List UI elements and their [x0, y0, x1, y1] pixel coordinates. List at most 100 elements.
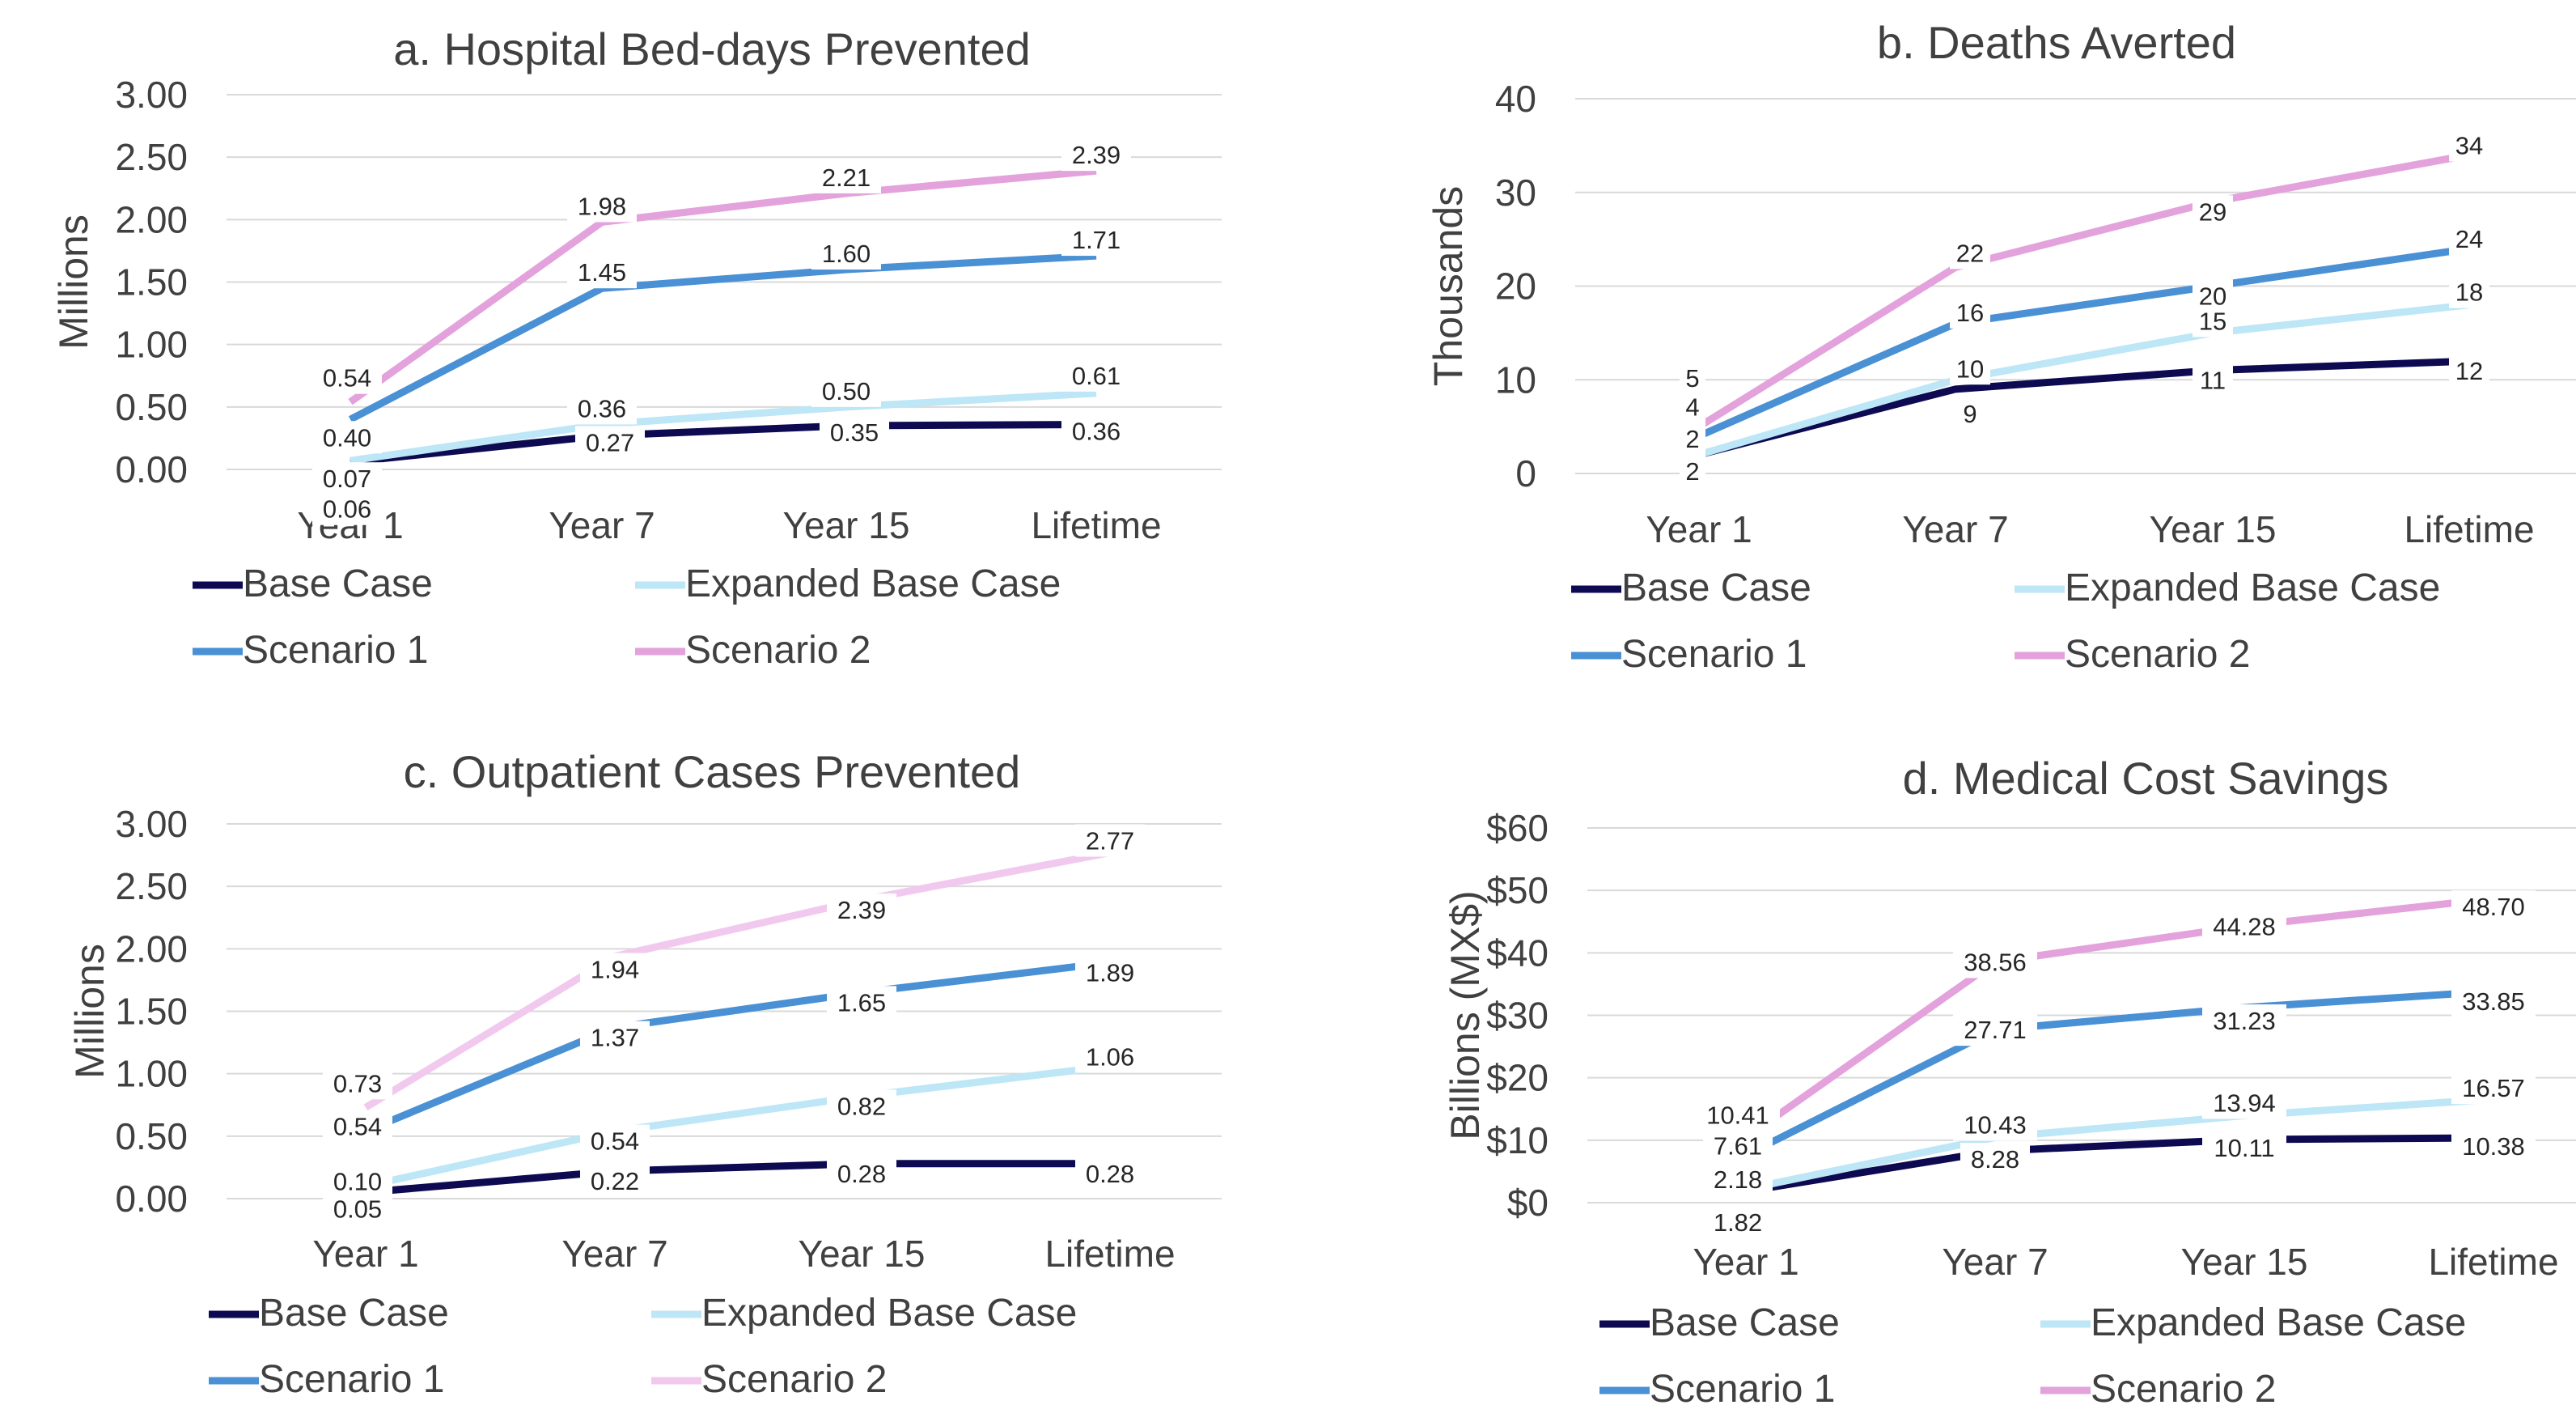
- y-tick-label: 3.00: [115, 803, 188, 845]
- data-label: 11: [2200, 367, 2226, 395]
- data-label-bg: [827, 1089, 896, 1123]
- data-label: 0.35: [830, 418, 879, 447]
- data-label-bg: [1075, 956, 1145, 989]
- y-tick-label: $50: [1486, 869, 1549, 911]
- legend-label: Base Case: [259, 1292, 449, 1335]
- data-label: 34: [2455, 131, 2483, 159]
- data-label-bg: [580, 1124, 650, 1157]
- data-label-bg: [1061, 138, 1131, 172]
- data-label: 1.82: [1714, 1208, 1762, 1237]
- data-label: 10.11: [2214, 1134, 2274, 1162]
- data-label: 2.39: [837, 896, 886, 924]
- series-line-scenario-2: [348, 167, 1097, 405]
- data-label-bg: [2451, 1072, 2536, 1105]
- x-tick-label: Year 1: [1693, 1241, 1799, 1283]
- y-tick-label: 0.50: [115, 386, 188, 428]
- data-label-bg: [1950, 352, 1990, 385]
- legend-label: Scenario 1: [243, 629, 428, 672]
- data-label-bg: [323, 1192, 392, 1225]
- x-tick-label: Year 15: [2181, 1241, 2308, 1283]
- data-label-bg: [1075, 824, 1145, 857]
- data-label: 29: [2199, 197, 2226, 226]
- legend-label: Expanded Base Case: [2091, 1301, 2466, 1344]
- y-tick-label: 0.50: [115, 1115, 188, 1157]
- y-axis-label: Thousands: [1426, 186, 1471, 386]
- chart-title: b. Deaths Averted: [1877, 17, 2236, 68]
- data-label: 1.37: [591, 1024, 639, 1052]
- y-tick-label: 0.00: [115, 448, 188, 490]
- data-label: 2.21: [822, 163, 871, 192]
- data-label: 4: [1685, 393, 1699, 422]
- y-tick-label: 1.00: [115, 1053, 188, 1095]
- x-tick-label: Year 7: [549, 504, 655, 546]
- series-line-base-case: [1697, 357, 2470, 459]
- x-tick-label: Year 1: [312, 1233, 418, 1275]
- data-label-bg: [323, 1067, 392, 1100]
- data-label: 0.06: [323, 495, 371, 524]
- data-label: 13.94: [2213, 1089, 2276, 1117]
- data-label-bg: [1703, 1163, 1773, 1196]
- data-label: 0.61: [1072, 362, 1121, 390]
- x-tick-label: Year 15: [2150, 508, 2277, 550]
- data-label: 33.85: [2462, 987, 2525, 1016]
- data-label: 16: [1956, 299, 1984, 327]
- data-label-bg: [1703, 1129, 1773, 1162]
- x-tick-label: Lifetime: [1044, 1233, 1175, 1275]
- data-label: 10: [1956, 354, 1984, 383]
- data-label: 0.28: [1086, 1160, 1134, 1188]
- data-label: 2.77: [1086, 826, 1134, 855]
- y-tick-label: 2.00: [115, 198, 188, 240]
- data-label-bg: [1680, 390, 1705, 423]
- y-tick-label: $30: [1486, 995, 1549, 1037]
- data-label: 0.40: [323, 423, 371, 452]
- series-line-scenario-1: [1743, 987, 2494, 1159]
- legend-label: Scenario 1: [259, 1358, 444, 1401]
- data-label-bg: [1075, 1157, 1145, 1190]
- series-line-expanded-base-case: [1745, 1095, 2494, 1193]
- data-label: 27.71: [1964, 1016, 2027, 1044]
- y-tick-label: 0: [1515, 452, 1536, 495]
- data-label: 1.06: [1086, 1042, 1134, 1071]
- data-label-bg: [2451, 984, 2536, 1017]
- legend-label: Base Case: [1621, 567, 1811, 609]
- data-label-bg: [575, 426, 645, 459]
- data-label-bg: [2449, 129, 2489, 162]
- y-axis-label: Millions: [67, 944, 112, 1079]
- data-label-bg: [811, 160, 881, 193]
- y-tick-label: $40: [1486, 932, 1549, 974]
- data-label: 2.39: [1072, 141, 1121, 169]
- x-tick-label: Year 7: [561, 1233, 667, 1275]
- data-label-bg: [323, 1110, 392, 1143]
- x-tick-label: Year 15: [783, 504, 910, 546]
- chart-panel-c: 0.00 0.50 1.00 1.50 2.00 2.50 3.00 c. Outpatien…: [67, 746, 1222, 1401]
- data-label-bg: [312, 492, 382, 525]
- y-tick-label: 10: [1495, 359, 1536, 401]
- data-label: 0.27: [586, 428, 634, 456]
- data-label: 0.54: [323, 364, 371, 393]
- series-line-expanded-base-case: [350, 389, 1097, 465]
- data-label-bg: [2202, 1131, 2286, 1164]
- data-label: 44.28: [2213, 912, 2276, 940]
- data-label: 0.36: [1072, 417, 1121, 445]
- data-label-bg: [2451, 890, 2536, 923]
- data-label-bg: [811, 237, 881, 270]
- legend-label: Expanded Base Case: [701, 1292, 1077, 1335]
- x-tick-label: Lifetime: [1031, 504, 1161, 546]
- data-label: 31.23: [2213, 1007, 2276, 1035]
- data-label: 0.54: [591, 1127, 639, 1156]
- data-label-bg: [827, 894, 896, 927]
- data-label-bg: [827, 986, 896, 1019]
- data-label-bg: [1960, 1143, 2030, 1176]
- y-tick-label: 2.50: [115, 136, 188, 178]
- legend-label: Base Case: [1650, 1301, 1840, 1344]
- data-label: 16.57: [2462, 1074, 2525, 1102]
- data-label: 1.98: [578, 192, 626, 220]
- data-label-bg: [580, 1165, 650, 1198]
- legend-label: Expanded Base Case: [685, 562, 1061, 605]
- data-label: 10.41: [1706, 1102, 1769, 1130]
- series-line-base-case: [1745, 1134, 2494, 1195]
- y-tick-label: 30: [1495, 172, 1536, 214]
- series-line-base-case: [350, 420, 1097, 466]
- legend-label: Scenario 1: [1650, 1368, 1835, 1405]
- legend-label: Scenario 1: [1621, 633, 1807, 676]
